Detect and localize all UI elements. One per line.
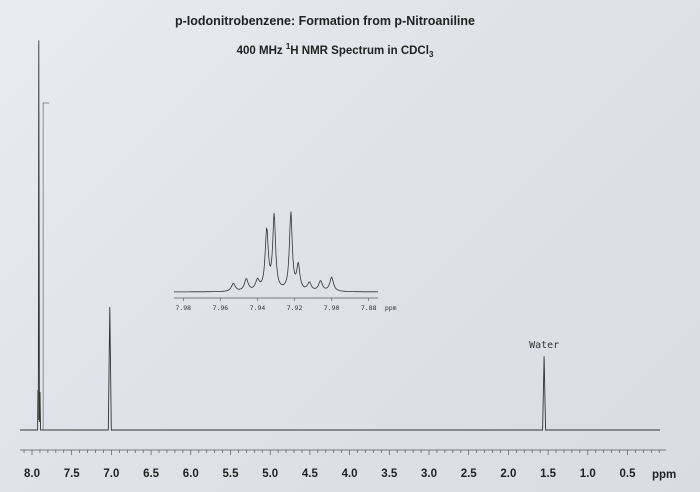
subtitle-superscript: 1 <box>285 42 291 51</box>
inset-zoom: 7.98 7.96 7.94 7.92 7.90 7.88 ppm <box>174 211 397 312</box>
x-tick-label: 7.0 <box>103 468 119 480</box>
inset-tick-label: 7.98 <box>175 304 191 312</box>
x-tick-label: 2.0 <box>500 468 516 480</box>
x-axis-label: ppm <box>652 469 676 481</box>
inset-tick-label: 7.96 <box>213 304 229 312</box>
x-tick-label: 1.0 <box>580 468 596 480</box>
x-tick-label: 2.5 <box>461 468 478 480</box>
x-tick-label: 3.5 <box>381 468 398 480</box>
x-tick-label: 6.0 <box>183 468 199 480</box>
x-tick-labels: 8.0 7.5 7.0 6.5 6.0 5.5 5.0 4.5 4.0 3.5 3.0 2.5 2.0 1… <box>24 468 636 480</box>
x-tick-label: 4.0 <box>342 468 358 480</box>
x-tick-label: 3.0 <box>421 468 437 480</box>
inset-trace <box>174 211 378 293</box>
x-tick-label: 5.0 <box>262 468 278 480</box>
spectrum-trace <box>20 40 660 431</box>
subtitle-subscript: 3 <box>428 50 434 60</box>
inset-unit-label: ppm <box>385 304 397 312</box>
x-tick-label: 4.5 <box>302 468 319 480</box>
inset-ticks: 7.98 7.96 7.94 7.92 7.90 7.88 ppm <box>175 298 397 312</box>
x-ticks <box>23 450 660 455</box>
integration-bracket <box>42 102 50 430</box>
chart-title: p-Iodonitrobenzene: Formation from p-Nit… <box>175 14 475 28</box>
x-tick-label: 0.5 <box>620 468 637 480</box>
x-tick-label: 8.0 <box>24 468 40 480</box>
x-tick-label: 5.5 <box>223 468 240 480</box>
chart-subtitle: 400 MHz 1H NMR Spectrum in CDCl3 <box>0 42 685 59</box>
peak-annotations: Water <box>529 340 559 351</box>
inset-tick-label: 7.94 <box>250 304 266 312</box>
inset-tick-label: 7.90 <box>324 304 340 312</box>
x-tick-label: 7.5 <box>64 468 81 480</box>
peak-label: Water <box>529 340 559 351</box>
subtitle-main: H NMR Spectrum in CDCl <box>290 44 429 57</box>
x-tick-label: 1.5 <box>540 468 557 480</box>
x-tick-label: 6.5 <box>143 468 160 480</box>
inset-tick-label: 7.92 <box>287 304 303 312</box>
subtitle-prefix: 400 MHz <box>236 44 286 57</box>
inset-tick-label: 7.88 <box>361 304 377 312</box>
